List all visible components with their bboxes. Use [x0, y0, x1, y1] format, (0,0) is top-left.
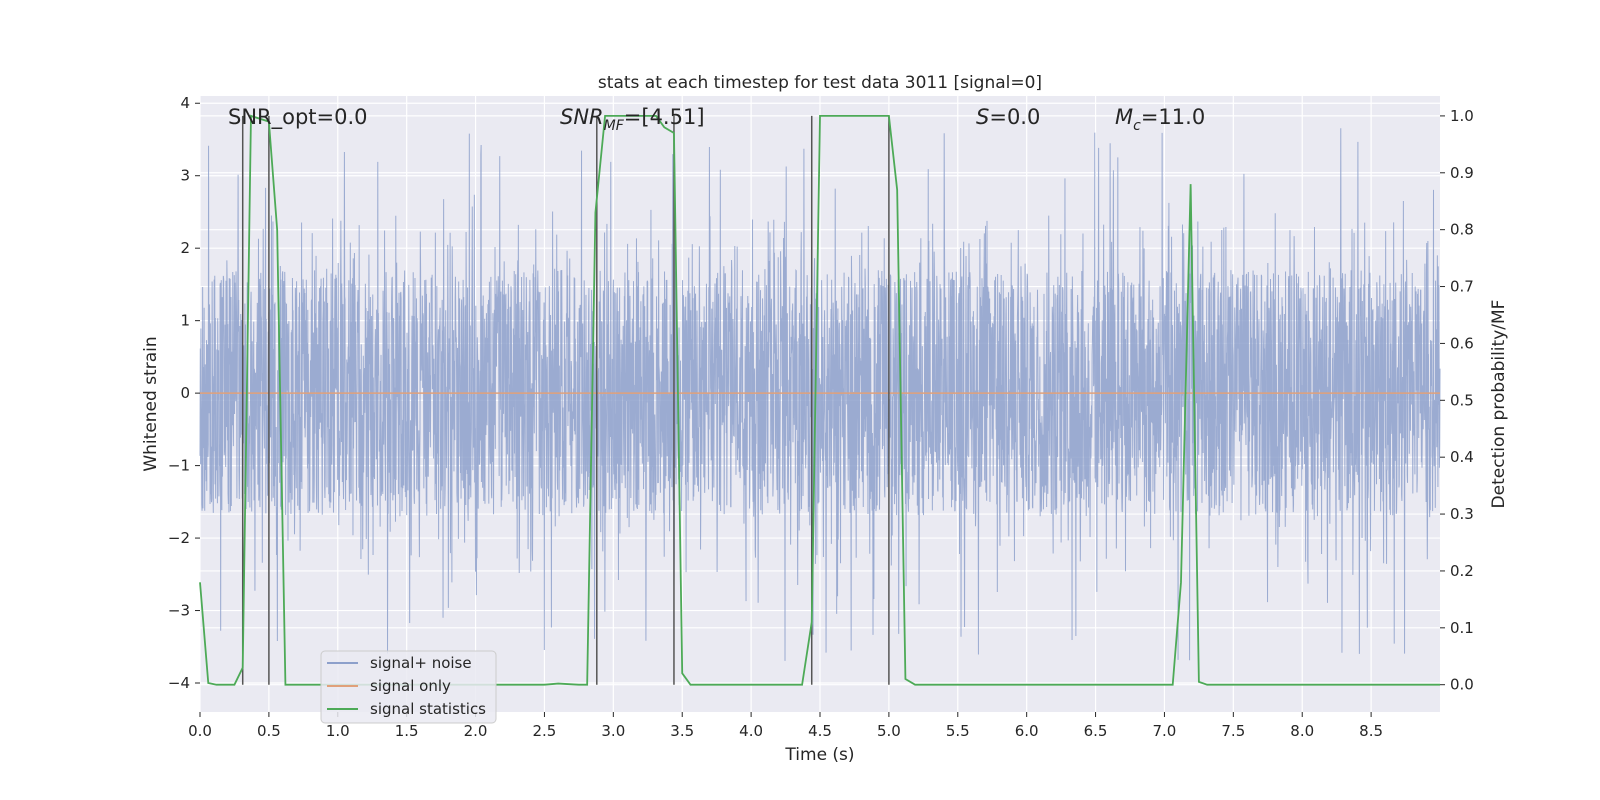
x-tick-label: 4.5 — [808, 722, 832, 740]
annotation-s: S=0.0 — [976, 105, 1040, 129]
y2-tick-label: 0.6 — [1450, 334, 1474, 352]
x-tick-label: 2.0 — [464, 722, 488, 740]
x-tick-label: 8.5 — [1359, 722, 1383, 740]
x-tick-label: 7.0 — [1153, 722, 1177, 740]
annotation-snr-mf: SNRMF=[4.51] — [560, 105, 705, 134]
legend-label-statistics: signal statistics — [370, 700, 486, 718]
annotation-snr-opt: SNR_opt=0.0 — [228, 105, 368, 130]
x-tick-label: 0.5 — [257, 722, 281, 740]
x-tick-label: 3.5 — [670, 722, 694, 740]
y-tick-label: −2 — [168, 529, 190, 547]
y-tick-label: 1 — [180, 312, 190, 330]
y2-axis-label: Detection probability/MF — [1489, 300, 1509, 509]
y2-axis-ticks: 1.0 0.9 0.8 0.7 0.6 0.5 0.4 0.3 0.2 0.1 0.0 — [1440, 107, 1474, 694]
y-tick-label: 3 — [180, 167, 190, 185]
y2-tick-label: 1.0 — [1450, 107, 1474, 125]
x-tick-label: 1.5 — [395, 722, 419, 740]
annotation-mc: Mc=11.0 — [1115, 105, 1205, 134]
x-tick-label: 6.0 — [1015, 722, 1039, 740]
x-tick-label: 8.0 — [1290, 722, 1314, 740]
y-tick-label: −1 — [168, 457, 190, 475]
y-tick-label: −4 — [168, 674, 190, 692]
x-tick-label: 2.5 — [533, 722, 557, 740]
y-tick-label: 4 — [180, 94, 190, 112]
legend-label-noise: signal+ noise — [370, 654, 472, 672]
signal-noise-line — [199, 128, 1441, 661]
y2-tick-label: 0.5 — [1450, 391, 1474, 409]
signal-statistics-series — [199, 114, 1440, 686]
y2-tick-label: 0.1 — [1450, 619, 1474, 637]
x-tick-label: 4.0 — [739, 722, 763, 740]
x-tick-label: 1.0 — [326, 722, 350, 740]
y2-tick-label: 0.2 — [1450, 562, 1474, 580]
y-tick-label: 2 — [180, 239, 190, 257]
y2-tick-label: 0.9 — [1450, 164, 1474, 182]
legend: signal+ noise signal only signal statist… — [320, 650, 497, 724]
x-tick-label: 7.5 — [1221, 722, 1245, 740]
y2-tick-label: 0.4 — [1450, 448, 1474, 466]
x-tick-label: 6.5 — [1084, 722, 1108, 740]
legend-box — [320, 650, 497, 724]
x-tick-label: 0.0 — [188, 722, 212, 740]
y-tick-label: −3 — [168, 602, 190, 620]
y2-tick-label: 0.0 — [1450, 676, 1474, 694]
y-axis-ticks: 4 3 2 1 0 −1 −2 −3 −4 — [168, 94, 200, 692]
x-tick-label: 3.0 — [601, 722, 625, 740]
y-axis-label: Whitened strain — [141, 336, 161, 471]
chart-title: stats at each timestep for test data 301… — [598, 73, 1042, 93]
y-tick-label: 0 — [180, 384, 190, 402]
x-axis-label: Time (s) — [784, 745, 854, 765]
signal-noise-series — [199, 128, 1441, 661]
x-axis-ticks: 0.0 0.5 1.0 1.5 2.0 2.5 3.0 3.5 4.0 4.5 5.0 5.5 6.0 6… — [188, 712, 1383, 740]
y2-tick-label: 0.8 — [1450, 221, 1474, 239]
x-tick-label: 5.0 — [877, 722, 901, 740]
signal-statistics-line — [199, 114, 1440, 686]
legend-label-signal: signal only — [370, 677, 451, 695]
y2-tick-label: 0.3 — [1450, 505, 1474, 523]
y2-tick-label: 0.7 — [1450, 278, 1474, 296]
x-tick-label: 5.5 — [946, 722, 970, 740]
